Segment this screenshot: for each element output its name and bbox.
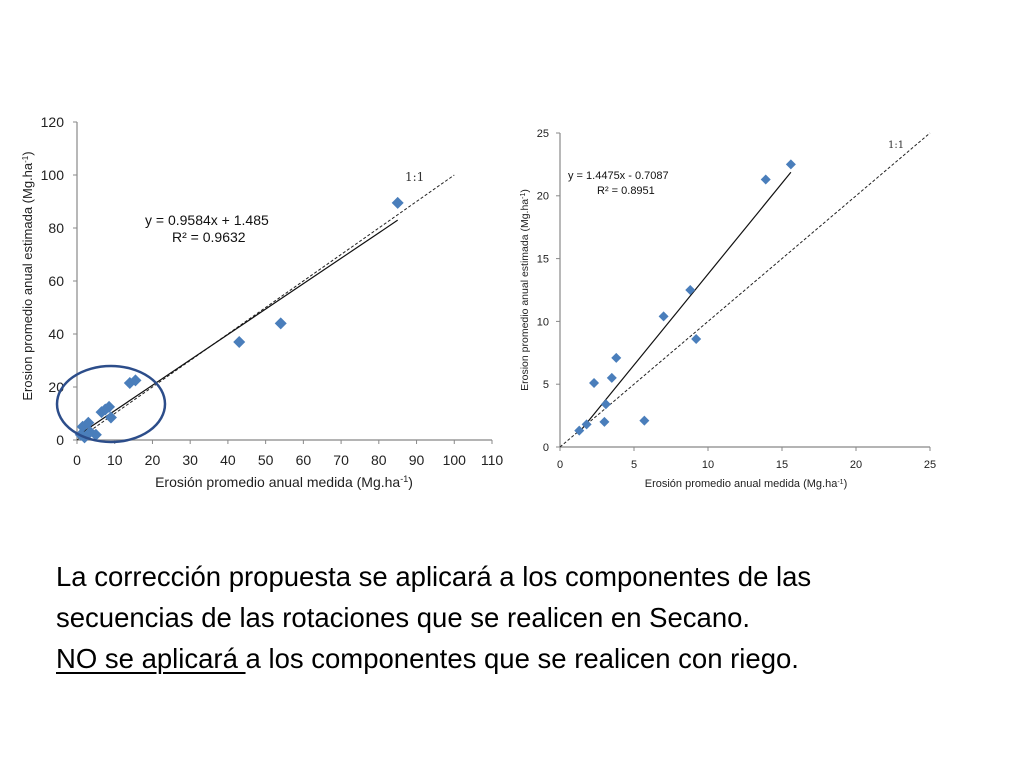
right-points	[574, 159, 796, 436]
right-x-tick-label: 10	[702, 459, 714, 471]
left-x-ticks: 0 10 20 30 40 50 60 70 80 90 100 110	[73, 440, 503, 468]
right-y-tick-label: 5	[543, 379, 549, 391]
right-data-point	[691, 333, 702, 344]
right-y-axis-label: Erosion promedio anual estimada (Mg.ha-1…	[519, 189, 531, 391]
right-trendline	[581, 171, 792, 430]
left-trendline	[80, 219, 399, 435]
left-y-tick-label: 80	[48, 220, 64, 236]
left-x-tick-label: 90	[409, 452, 425, 468]
left-lines	[76, 174, 455, 441]
left-data-point	[129, 374, 142, 387]
right-data-point	[589, 377, 600, 388]
right-chart: 0 5 10 15 20 25 0 5 10 15 20 25 Erosión promedio a…	[519, 118, 950, 498]
left-x-tick-label: 20	[145, 452, 161, 468]
left-x-tick-label: 110	[481, 452, 504, 468]
right-x-axis-label: Erosión promedio anual medida (Mg.ha-1)	[645, 478, 848, 490]
right-y-tick-label: 0	[543, 442, 549, 454]
caption: La corrección propuesta se aplicará a lo…	[56, 556, 986, 679]
right-x-ticks: 0 5 10 15 20 25	[557, 447, 936, 471]
left-data-point	[104, 411, 117, 424]
right-axes	[559, 133, 930, 448]
right-x-tick-label: 5	[631, 459, 637, 471]
left-x-tick-label: 100	[443, 452, 467, 468]
right-y-tick-label: 20	[537, 191, 549, 203]
right-x-tick-label: 20	[850, 459, 862, 471]
right-data-point	[574, 425, 585, 436]
left-trend-equation: y = 0.9584x + 1.485	[145, 212, 269, 228]
left-r-squared: R² = 0.9632	[172, 229, 246, 245]
right-data-point	[606, 372, 617, 383]
right-data-point	[685, 285, 696, 295]
right-data-point	[785, 159, 796, 170]
left-x-tick-label: 50	[258, 452, 274, 468]
caption-line-3-rest: a los componentes que se realicen con ri…	[245, 643, 799, 674]
right-lines	[559, 132, 931, 448]
left-x-tick-label: 0	[73, 452, 81, 468]
right-x-tick-label: 15	[776, 459, 788, 471]
caption-underlined-text: NO se aplicará	[56, 643, 246, 674]
right-y-tick-label: 10	[537, 316, 549, 328]
left-x-tick-label: 40	[220, 452, 236, 468]
left-chart: 0 10 20 30 40 50 60 70 80 90 100 110 02040608010012…	[20, 114, 503, 490]
right-chart-background	[520, 118, 950, 498]
left-y-tick-label: 60	[48, 273, 64, 289]
left-x-tick-label: 70	[333, 452, 349, 468]
right-reference-label: 1:1	[888, 140, 904, 151]
right-data-point	[639, 415, 650, 426]
right-x-tick-label: 25	[924, 459, 936, 471]
left-reference-line	[76, 174, 455, 441]
left-x-axis-label: Erosión promedio anual medida (Mg.ha-1)	[155, 474, 413, 490]
right-data-point	[600, 399, 611, 410]
left-data-point	[82, 416, 95, 429]
left-axes	[76, 122, 492, 441]
right-reference-line	[559, 132, 931, 448]
right-x-tick-label: 0	[557, 459, 563, 471]
left-reference-label: 1:1	[405, 170, 424, 184]
right-data-point	[760, 174, 771, 185]
left-data-point	[103, 400, 116, 413]
right-r-squared: R² = 0.8951	[597, 185, 655, 197]
right-y-tick-label: 25	[537, 128, 549, 140]
left-y-tick-label: 40	[48, 326, 64, 342]
left-x-tick-label: 80	[371, 452, 387, 468]
caption-line-1: La corrección propuesta se aplicará a lo…	[56, 561, 812, 592]
left-data-point	[274, 317, 287, 330]
left-points	[74, 196, 404, 444]
left-x-tick-label: 10	[107, 452, 123, 468]
caption-line-3: NO se aplicará a los componentes que se …	[56, 638, 986, 679]
right-trend-equation: y = 1.4475x - 0.7087	[568, 170, 669, 182]
left-y-axis-label: Erosion promedio anual estimada (Mg.ha-1…	[20, 151, 35, 400]
left-data-point	[89, 428, 102, 441]
caption-line-2: secuencias de las rotaciones que se real…	[56, 602, 751, 633]
left-x-tick-label: 60	[296, 452, 312, 468]
right-data-point	[581, 419, 592, 430]
left-data-point	[233, 335, 246, 348]
left-x-tick-label: 30	[182, 452, 198, 468]
left-data-point	[391, 196, 404, 209]
left-highlight-circle	[55, 364, 167, 444]
right-y-ticks: 0 5 10 15 20 25	[537, 128, 560, 454]
left-y-tick-label: 100	[41, 167, 65, 183]
left-y-tick-label: 0	[56, 432, 64, 448]
right-data-point	[658, 311, 669, 322]
right-y-tick-label: 15	[537, 253, 549, 265]
left-y-tick-label: 120	[41, 114, 65, 130]
right-data-point	[599, 416, 610, 427]
right-data-point	[611, 352, 622, 363]
